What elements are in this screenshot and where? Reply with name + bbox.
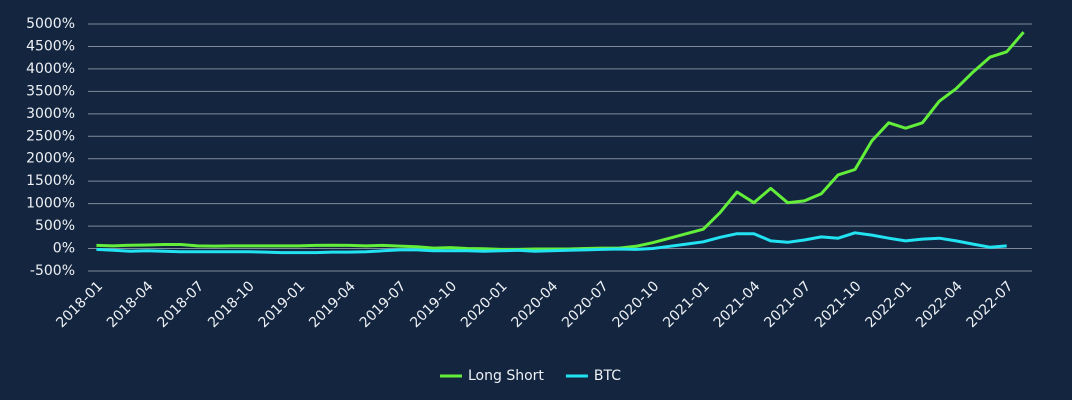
- x-tick-label: 2018-10: [205, 278, 258, 331]
- y-tick-label: 3500%: [26, 83, 75, 99]
- y-tick-label: 2500%: [26, 128, 75, 144]
- y-tick-label: 3000%: [26, 106, 75, 122]
- x-tick-label: 2021-04: [711, 278, 764, 331]
- x-tick-label: 2019-04: [306, 278, 359, 331]
- y-tick-label: 4000%: [26, 61, 75, 77]
- x-tick-label: 2021-10: [812, 278, 865, 331]
- x-tick-label: 2018-04: [104, 278, 157, 331]
- x-tick-label: 2020-01: [458, 278, 511, 331]
- legend-label: Long Short: [468, 368, 544, 384]
- series-line: [96, 231, 1007, 255]
- legend-label: BTC: [594, 368, 621, 384]
- x-tick-label: 2018-01: [53, 278, 106, 331]
- y-tick-label: 1000%: [26, 196, 75, 212]
- series-line: [96, 31, 1025, 251]
- x-tick-label: 2018-07: [155, 278, 208, 331]
- y-tick-label: 1500%: [26, 173, 75, 189]
- x-tick-label: 2019-10: [407, 278, 460, 331]
- x-tick-label: 2022-07: [964, 278, 1017, 331]
- y-tick-label: 500%: [35, 218, 75, 234]
- x-tick-label: 2020-10: [610, 278, 663, 331]
- y-tick-label: 2000%: [26, 151, 75, 167]
- y-tick-label: -500%: [30, 263, 75, 279]
- y-tick-label: 0%: [53, 241, 75, 257]
- x-tick-label: 2019-01: [256, 278, 309, 331]
- x-tick-label: 2021-01: [660, 278, 713, 331]
- x-tick-label: 2019-07: [357, 278, 410, 331]
- x-tick-label: 2021-07: [761, 278, 814, 331]
- x-tick-label: 2022-04: [913, 278, 966, 331]
- x-tick-label: 2020-07: [559, 278, 612, 331]
- x-tick-label: 2022-01: [863, 278, 916, 331]
- y-tick-label: 5000%: [26, 16, 75, 32]
- x-tick-label: 2020-04: [509, 278, 562, 331]
- y-tick-label: 4500%: [26, 38, 75, 54]
